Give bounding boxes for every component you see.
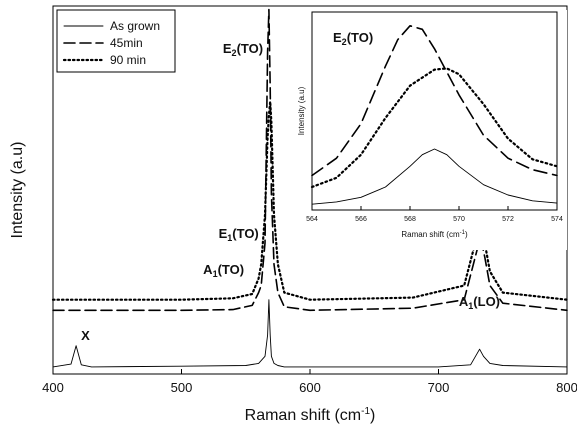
main-peak-annotations: XA1(TO)E1(TO)E2(TO)A1(LO) <box>81 41 500 343</box>
main-x-axis-title: Raman shift (cm-1) <box>245 406 376 424</box>
main-chart: 400 500 600 700 800 Raman shift (cm-1) Inten… <box>9 5 577 424</box>
inset-series-group <box>310 24 559 205</box>
peak-label-sub: 2 <box>232 48 237 58</box>
inset-x-tick-label: 570 <box>453 216 465 223</box>
main-x-axis-title-base: Raman shift (cm <box>245 407 361 424</box>
inset-background <box>282 10 567 250</box>
inset-x-tick-label: 568 <box>404 216 416 223</box>
peak-label-base: E <box>219 226 228 241</box>
inset-peak-annotation: E2(TO) <box>333 30 373 47</box>
inset-x-tick-label: 574 <box>551 216 563 223</box>
main-series-as-grown <box>52 299 568 368</box>
legend: As grown 45min 90 min <box>56 9 176 73</box>
legend-box <box>56 9 176 73</box>
main-x-tick-label: 800 <box>556 380 577 395</box>
inset-series-as-grown <box>311 148 558 205</box>
main-y-axis-title: Intensity (a.u) <box>9 142 26 239</box>
main-x-axis-title-sup: -1 <box>361 406 370 417</box>
peak-label-sub: 1 <box>468 301 473 311</box>
peak-label-base: E <box>223 41 232 56</box>
inset-x-axis-title-base: Raman shift (cm <box>401 230 460 239</box>
main-peak-label: E1(TO) <box>219 226 259 243</box>
inset-ann-sub: 2 <box>342 37 347 47</box>
inset-plot-frame <box>311 11 558 211</box>
main-x-tick-label: 500 <box>171 380 193 395</box>
peak-label-end: (TO) <box>218 262 244 277</box>
legend-label-as-grown: As grown <box>110 19 160 33</box>
peak-label-base: A <box>459 294 469 309</box>
inset-x-axis-title-end: ) <box>465 230 468 239</box>
legend-label-90min: 90 min <box>110 53 146 67</box>
inset-x-tick-label: 566 <box>355 216 367 223</box>
peak-label-base: X <box>81 328 90 343</box>
peak-label-sub: 1 <box>213 269 218 279</box>
legend-label-45min: 45min <box>110 36 143 50</box>
inset-ann-base: E <box>333 30 342 45</box>
main-peak-label: X <box>81 328 90 343</box>
inset-y-axis-title: Intensity (a.u) <box>297 86 306 135</box>
peak-label-end: (TO) <box>237 41 263 56</box>
inset-chart: 564 566 568 570 572 574 Raman shift (cm-1) In… <box>282 10 567 250</box>
inset-x-tick-label: 572 <box>502 216 514 223</box>
inset-x-tick-label: 564 <box>306 216 318 223</box>
main-x-tick-label: 600 <box>299 380 321 395</box>
inset-x-ticks: 564 566 568 570 572 574 <box>306 206 563 223</box>
main-x-axis-title-end: ) <box>370 407 375 424</box>
main-x-tick-label: 700 <box>428 380 450 395</box>
inset-ann-end: (TO) <box>347 30 373 45</box>
main-x-tick-label: 400 <box>42 380 64 395</box>
main-peak-label: A1(TO) <box>203 262 244 279</box>
inset-x-axis-title-sup: -1 <box>460 230 466 236</box>
peak-label-base: A <box>203 262 213 277</box>
main-peak-label: E2(TO) <box>223 41 263 58</box>
inset-x-axis-title: Raman shift (cm-1) <box>401 230 468 239</box>
inset-series-45min <box>311 24 558 177</box>
peak-label-sub: 1 <box>227 233 232 243</box>
inset-series-90min <box>310 67 559 189</box>
main-x-ticks: 400 500 600 700 800 <box>42 369 577 395</box>
peak-label-end: (LO) <box>473 294 500 309</box>
main-peak-label: A1(LO) <box>459 294 500 311</box>
peak-label-end: (TO) <box>232 226 258 241</box>
